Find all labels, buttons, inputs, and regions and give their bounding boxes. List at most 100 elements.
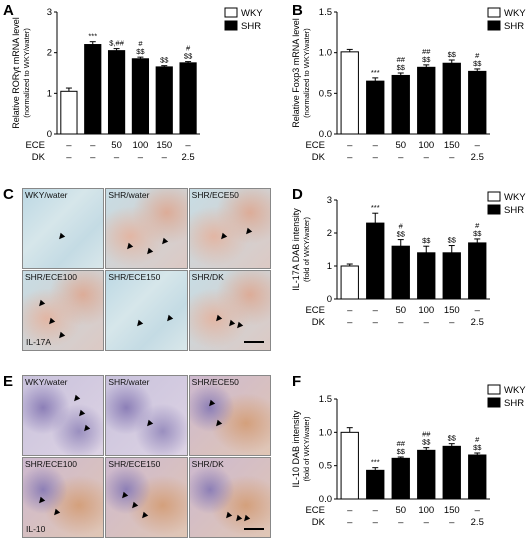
- dk-dose-label: 2.5: [471, 152, 484, 163]
- significance-label: #: [138, 39, 143, 48]
- bar: [468, 242, 487, 300]
- y-tick-label: 3: [47, 7, 52, 18]
- ece-dose-label: 50: [395, 505, 406, 516]
- significance-label: ##: [397, 439, 406, 448]
- dk-dose-label: –: [398, 517, 404, 528]
- y-tick-label: 1: [327, 261, 332, 272]
- dk-row-label: DK: [32, 152, 46, 163]
- dk-row-label: DK: [312, 317, 326, 328]
- y-tick-label: 0.5: [319, 88, 332, 99]
- dk-dose-label: –: [398, 152, 404, 163]
- scale-bar: [244, 341, 264, 343]
- bar: [417, 449, 436, 500]
- legend-label-wky: WKY: [504, 8, 526, 19]
- ece-row-label: ECE: [305, 140, 325, 151]
- ece-dose-label: –: [475, 305, 481, 316]
- significance-label: ***: [371, 458, 380, 467]
- ece-dose-label: –: [373, 505, 379, 516]
- bar: [442, 62, 461, 135]
- significance-label: $$: [397, 230, 406, 239]
- dk-dose-label: –: [347, 317, 353, 328]
- dk-dose-label: –: [373, 152, 379, 163]
- significance-label: #: [475, 221, 480, 230]
- significance-label: $$: [448, 236, 457, 245]
- significance-label: ##: [397, 55, 406, 64]
- significance-label: #: [399, 222, 404, 231]
- bar: [391, 457, 410, 500]
- bar: [340, 51, 359, 135]
- dk-dose-label: –: [449, 317, 455, 328]
- ece-dose-label: –: [475, 140, 481, 151]
- ihc-tile-c-shr-ece100: SHR/ECE100 IL-17A: [22, 270, 105, 351]
- significance-label: $$: [160, 56, 169, 65]
- bar: [442, 445, 461, 500]
- dk-dose-label: 2.5: [471, 517, 484, 528]
- bar: [107, 50, 126, 135]
- y-tick-label: 0: [327, 294, 332, 305]
- significance-label: $$: [422, 236, 431, 245]
- legend-swatch-shr: [487, 397, 501, 408]
- dk-dose-label: –: [373, 517, 379, 528]
- significance-label: $$: [448, 50, 457, 59]
- ece-dose-label: –: [373, 305, 379, 316]
- significance-label: ##: [422, 430, 431, 439]
- ihc-grid-c: WKY/water SHR/water SHR/ECE50 SHR/ECE100…: [22, 188, 271, 351]
- dk-dose-label: –: [347, 152, 353, 163]
- dk-dose-label: –: [398, 317, 404, 328]
- dk-dose-label: –: [449, 152, 455, 163]
- legend-swatch-wky: [487, 7, 501, 18]
- significance-label: $$: [473, 443, 482, 452]
- legend-label-shr: SHR: [504, 21, 524, 32]
- y-tick-label: 1: [47, 88, 52, 99]
- ihc-tile-c-wky-water: WKY/water: [22, 188, 105, 269]
- legend-label-wky: WKY: [504, 192, 526, 203]
- panel-letter-f: F: [292, 373, 302, 390]
- bar: [131, 58, 150, 135]
- ece-dose-label: 150: [444, 305, 460, 316]
- significance-label: $$: [136, 47, 145, 56]
- bar: [179, 62, 197, 135]
- bar: [366, 222, 385, 300]
- y-tick-label: 2: [327, 228, 332, 239]
- legend-label-shr: SHR: [504, 205, 524, 216]
- tile-label: SHR/ECE50: [191, 190, 239, 200]
- y-tick-label: 1.0: [319, 48, 332, 59]
- bar: [366, 80, 385, 135]
- significance-label: $$: [397, 447, 406, 456]
- y-tick-label: 2: [47, 48, 52, 59]
- tile-label: SHR/ECE100: [25, 272, 77, 282]
- ece-dose-label: 100: [418, 140, 434, 151]
- dk-dose-label: –: [347, 517, 353, 528]
- tile-label: SHR/DK: [191, 272, 224, 282]
- y-tick-label: 1.0: [319, 427, 332, 438]
- legend-swatch-shr: [487, 20, 501, 31]
- legend-swatch-wky: [487, 384, 501, 395]
- ihc-tile-c-shr-water: SHR/water: [105, 188, 188, 269]
- dk-dose-label: –: [90, 152, 96, 163]
- legend-label-wky: WKY: [504, 385, 526, 396]
- ihc-tile-e-shr-ece50: SHR/ECE50: [188, 375, 271, 456]
- ece-dose-label: –: [347, 140, 353, 151]
- bar: [468, 454, 487, 500]
- significance-label: $$: [473, 59, 482, 68]
- dk-dose-label: –: [114, 152, 120, 163]
- y-tick-label: 0.5: [319, 461, 332, 472]
- bar: [442, 252, 461, 300]
- legend-swatch-shr: [224, 20, 238, 31]
- bar: [417, 66, 436, 135]
- dk-dose-label: 2.5: [471, 317, 484, 328]
- ece-dose-label: 100: [418, 305, 434, 316]
- significance-label: $$: [473, 229, 482, 238]
- dk-dose-label: –: [424, 152, 430, 163]
- significance-label: $$: [184, 52, 193, 61]
- panel-letter-b: B: [292, 2, 303, 19]
- ihc-tile-c-shr-ece150: SHR/ECE150: [105, 270, 188, 351]
- ihc-tile-c-shr-dk: SHR/DK: [188, 270, 271, 351]
- tile-label: SHR/ECE50: [191, 377, 239, 387]
- ihc-tile-e-shr-ece100: SHR/ECE100 IL-10: [22, 457, 105, 538]
- y-tick-label: 3: [327, 195, 332, 206]
- bar: [391, 245, 410, 300]
- y-tick-label: 1.5: [319, 394, 332, 405]
- scale-bar: [244, 528, 264, 530]
- ece-dose-label: –: [66, 140, 72, 151]
